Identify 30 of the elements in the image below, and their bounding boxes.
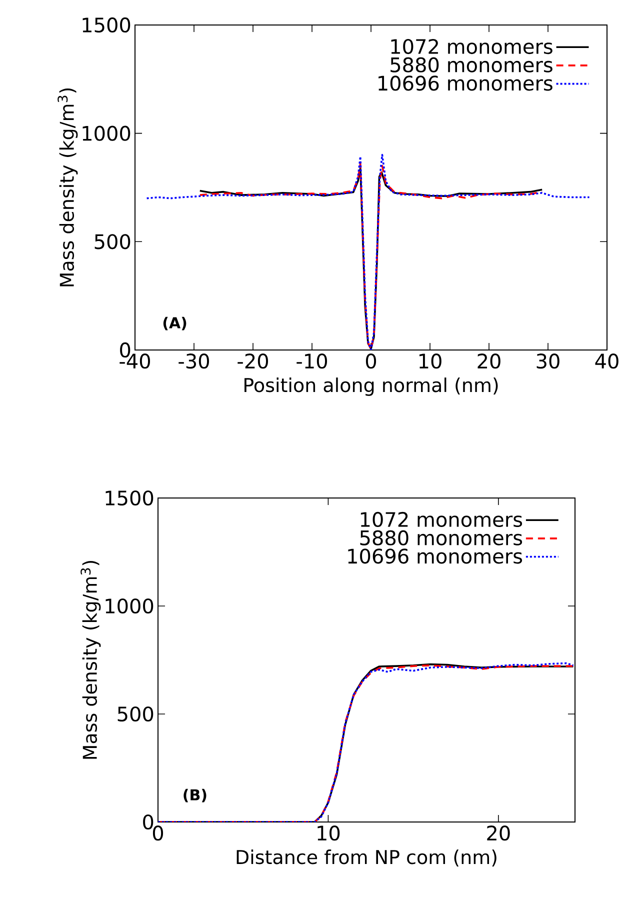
y-tick-label: 1500 xyxy=(82,17,130,33)
x-tick-label: 20 xyxy=(478,354,500,369)
x-tick-label: -30 xyxy=(178,354,210,369)
legend-label: 10696 monomers xyxy=(348,548,522,564)
y-tick-label: 500 xyxy=(94,234,130,250)
x-tick-label: 10 xyxy=(318,826,340,841)
y-tick-label: 1000 xyxy=(82,126,130,141)
x-tick-label: 10 xyxy=(419,354,442,369)
y-tick-label: 0 xyxy=(143,814,154,830)
x-tick-label: -10 xyxy=(296,354,328,369)
y-axis-title: Mass density (kg/m$^{3}$) xyxy=(80,560,101,759)
x-tick-label: 0 xyxy=(366,354,376,369)
x-tick-label: 0 xyxy=(152,826,164,841)
y-tick-label: 500 xyxy=(118,706,154,722)
x-tick-label: 30 xyxy=(536,354,560,369)
legend-label: 1072 monomers xyxy=(391,38,552,54)
y-tick-label: 1000 xyxy=(106,598,154,614)
x-axis-title: Position along normal (nm) xyxy=(244,378,498,396)
annotation: (B) xyxy=(184,788,206,802)
legend-label: 10696 monomers xyxy=(378,76,552,91)
y-tick-label: 1500 xyxy=(106,490,154,506)
x-tick-label: -20 xyxy=(238,354,268,369)
legend-label: 5880 monomers xyxy=(360,530,522,546)
x-tick-label: 20 xyxy=(487,826,510,841)
legend-label: 5880 monomers xyxy=(390,57,552,72)
legend-label: 1072 monomers xyxy=(360,512,522,528)
annotation: (A) xyxy=(163,316,186,330)
x-tick-label: 40 xyxy=(595,354,618,369)
x-axis-title: Distance from NP com (nm) xyxy=(236,850,496,866)
y-axis-title: Mass density (kg/m$^{3}$) xyxy=(58,88,78,286)
